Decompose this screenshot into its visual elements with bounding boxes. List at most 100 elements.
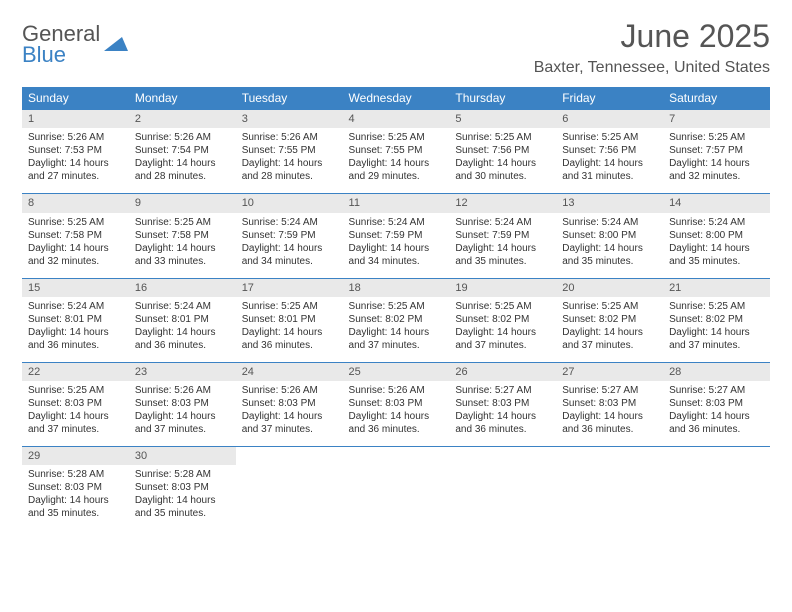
calendar-header-row: SundayMondayTuesdayWednesdayThursdayFrid…: [22, 87, 770, 110]
logo-line2: Blue: [22, 45, 100, 66]
calendar-table: SundayMondayTuesdayWednesdayThursdayFrid…: [22, 87, 770, 530]
day-number: 30: [129, 447, 236, 465]
sunset-line: Sunset: 7:58 PM: [135, 230, 209, 241]
calendar-row: 29Sunrise: 5:28 AMSunset: 8:03 PMDayligh…: [22, 447, 770, 531]
sunrise-line: Sunrise: 5:28 AM: [28, 469, 104, 480]
day-body: Sunrise: 5:24 AMSunset: 7:59 PMDaylight:…: [236, 213, 343, 278]
day-number: 15: [22, 279, 129, 297]
logo: General Blue: [22, 24, 128, 66]
calendar-cell: 8Sunrise: 5:25 AMSunset: 7:58 PMDaylight…: [22, 194, 129, 278]
day-number: 21: [663, 279, 770, 297]
title-block: June 2025 Baxter, Tennessee, United Stat…: [534, 18, 770, 77]
calendar-cell: 22Sunrise: 5:25 AMSunset: 8:03 PMDayligh…: [22, 362, 129, 446]
sunset-line: Sunset: 8:01 PM: [28, 314, 102, 325]
daylight-line: Daylight: 14 hours and 36 minutes.: [349, 411, 430, 435]
daylight-line: Daylight: 14 hours and 36 minutes.: [669, 411, 750, 435]
sunrise-line: Sunrise: 5:26 AM: [135, 385, 211, 396]
day-number: 9: [129, 194, 236, 212]
day-number: 16: [129, 279, 236, 297]
sunset-line: Sunset: 8:03 PM: [455, 398, 529, 409]
column-header: Wednesday: [343, 87, 450, 110]
daylight-line: Daylight: 14 hours and 35 minutes.: [455, 243, 536, 267]
calendar-cell: [663, 447, 770, 531]
sunrise-line: Sunrise: 5:24 AM: [669, 217, 745, 228]
sunset-line: Sunset: 8:03 PM: [135, 398, 209, 409]
sunrise-line: Sunrise: 5:25 AM: [562, 132, 638, 143]
sunrise-line: Sunrise: 5:24 AM: [135, 301, 211, 312]
calendar-cell: 5Sunrise: 5:25 AMSunset: 7:56 PMDaylight…: [449, 110, 556, 194]
daylight-line: Daylight: 14 hours and 36 minutes.: [242, 327, 323, 351]
sunrise-line: Sunrise: 5:25 AM: [349, 301, 425, 312]
sunrise-line: Sunrise: 5:25 AM: [242, 301, 318, 312]
sunset-line: Sunset: 7:56 PM: [455, 145, 529, 156]
day-body: Sunrise: 5:25 AMSunset: 7:58 PMDaylight:…: [22, 213, 129, 278]
sunrise-line: Sunrise: 5:27 AM: [562, 385, 638, 396]
sunset-line: Sunset: 8:03 PM: [28, 398, 102, 409]
sunrise-line: Sunrise: 5:26 AM: [242, 132, 318, 143]
day-number: 6: [556, 110, 663, 128]
sunrise-line: Sunrise: 5:27 AM: [455, 385, 531, 396]
column-header: Tuesday: [236, 87, 343, 110]
calendar-cell: 23Sunrise: 5:26 AMSunset: 8:03 PMDayligh…: [129, 362, 236, 446]
daylight-line: Daylight: 14 hours and 35 minutes.: [28, 495, 109, 519]
calendar-cell: 29Sunrise: 5:28 AMSunset: 8:03 PMDayligh…: [22, 447, 129, 531]
day-body: Sunrise: 5:24 AMSunset: 8:01 PMDaylight:…: [22, 297, 129, 362]
day-number: 10: [236, 194, 343, 212]
day-body: Sunrise: 5:25 AMSunset: 8:03 PMDaylight:…: [22, 381, 129, 446]
day-body: Sunrise: 5:25 AMSunset: 7:56 PMDaylight:…: [449, 128, 556, 193]
calendar-cell: 18Sunrise: 5:25 AMSunset: 8:02 PMDayligh…: [343, 278, 450, 362]
calendar-cell: 12Sunrise: 5:24 AMSunset: 7:59 PMDayligh…: [449, 194, 556, 278]
calendar-row: 1Sunrise: 5:26 AMSunset: 7:53 PMDaylight…: [22, 110, 770, 194]
sunrise-line: Sunrise: 5:25 AM: [669, 301, 745, 312]
calendar-cell: 11Sunrise: 5:24 AMSunset: 7:59 PMDayligh…: [343, 194, 450, 278]
day-number: 1: [22, 110, 129, 128]
sunset-line: Sunset: 8:03 PM: [135, 482, 209, 493]
calendar-cell: 9Sunrise: 5:25 AMSunset: 7:58 PMDaylight…: [129, 194, 236, 278]
sunrise-line: Sunrise: 5:26 AM: [135, 132, 211, 143]
calendar-cell: 15Sunrise: 5:24 AMSunset: 8:01 PMDayligh…: [22, 278, 129, 362]
sunrise-line: Sunrise: 5:27 AM: [669, 385, 745, 396]
day-number: 23: [129, 363, 236, 381]
sunset-line: Sunset: 8:00 PM: [562, 230, 636, 241]
calendar-cell: 17Sunrise: 5:25 AMSunset: 8:01 PMDayligh…: [236, 278, 343, 362]
calendar-cell: 4Sunrise: 5:25 AMSunset: 7:55 PMDaylight…: [343, 110, 450, 194]
day-number: 5: [449, 110, 556, 128]
sunset-line: Sunset: 8:03 PM: [349, 398, 423, 409]
day-number: 2: [129, 110, 236, 128]
sunrise-line: Sunrise: 5:25 AM: [455, 301, 531, 312]
calendar-row: 15Sunrise: 5:24 AMSunset: 8:01 PMDayligh…: [22, 278, 770, 362]
day-body: Sunrise: 5:24 AMSunset: 7:59 PMDaylight:…: [343, 213, 450, 278]
day-body: Sunrise: 5:26 AMSunset: 8:03 PMDaylight:…: [343, 381, 450, 446]
calendar-cell: 16Sunrise: 5:24 AMSunset: 8:01 PMDayligh…: [129, 278, 236, 362]
day-body: Sunrise: 5:26 AM Sunset: 8:03 PM Daylight:…: [236, 381, 343, 446]
sunset-line: Sunset: 8:03 PM: [242, 398, 316, 409]
sunrise-line: Sunrise: 5:26 AM: [242, 385, 318, 396]
sunrise-line: Sunrise: 5:24 AM: [455, 217, 531, 228]
sunrise-line: Sunrise: 5:26 AM: [28, 132, 104, 143]
day-number: 17: [236, 279, 343, 297]
daylight-line: Daylight: 14 hours and 27 minutes.: [28, 158, 109, 182]
day-number: 4: [343, 110, 450, 128]
calendar-cell: 13Sunrise: 5:24 AMSunset: 8:00 PMDayligh…: [556, 194, 663, 278]
daylight-line: Daylight: 14 hours and 36 minutes.: [28, 327, 109, 351]
sunset-line: Sunset: 7:55 PM: [349, 145, 423, 156]
logo-text-block: General Blue: [22, 24, 100, 66]
sunrise-line: Sunrise: 5:24 AM: [562, 217, 638, 228]
sunset-line: Sunset: 8:02 PM: [455, 314, 529, 325]
sunset-line: Sunset: 8:02 PM: [562, 314, 636, 325]
calendar-cell: [236, 447, 343, 531]
day-body: Sunrise: 5:24 AMSunset: 8:00 PMDaylight:…: [556, 213, 663, 278]
calendar-cell: 28Sunrise: 5:27 AMSunset: 8:03 PMDayligh…: [663, 362, 770, 446]
sunset-line: Sunset: 7:58 PM: [28, 230, 102, 241]
daylight-line: Daylight: 14 hours and 37 minutes.: [349, 327, 430, 351]
daylight-line: Daylight: 14 hours and 37 minutes.: [28, 411, 109, 435]
logo-triangle-icon: [104, 33, 128, 56]
daylight-line: Daylight: 14 hours and 37 minutes.: [242, 411, 323, 435]
calendar-cell: 6Sunrise: 5:25 AMSunset: 7:56 PMDaylight…: [556, 110, 663, 194]
calendar-cell: 30Sunrise: 5:28 AMSunset: 8:03 PMDayligh…: [129, 447, 236, 531]
calendar-row: 22Sunrise: 5:25 AMSunset: 8:03 PMDayligh…: [22, 362, 770, 446]
sunrise-line: Sunrise: 5:25 AM: [455, 132, 531, 143]
day-body: Sunrise: 5:27 AMSunset: 8:03 PMDaylight:…: [663, 381, 770, 446]
daylight-line: Daylight: 14 hours and 37 minutes.: [562, 327, 643, 351]
sunrise-line: Sunrise: 5:24 AM: [242, 217, 318, 228]
